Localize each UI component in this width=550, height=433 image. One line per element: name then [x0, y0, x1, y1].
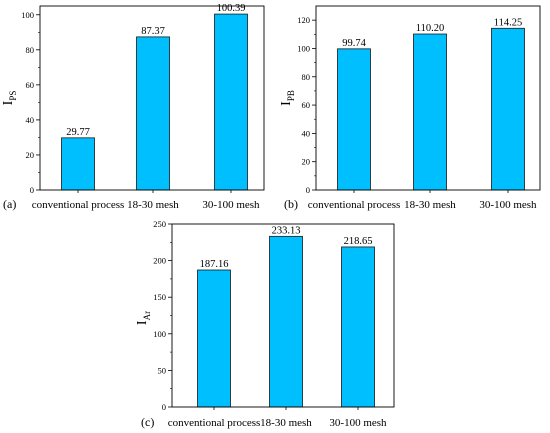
y-axis-label-subscript: Ar: [142, 311, 152, 321]
data-label: 29.77: [66, 127, 90, 138]
x-tick-label: 30-100 mesh: [202, 199, 260, 211]
y-tick-label: 0: [162, 402, 166, 412]
x-tick-label: 18-30 mesh: [127, 199, 179, 211]
y-tick-label: 20: [302, 157, 311, 167]
y-tick-label: 80: [302, 72, 311, 82]
y-tick-label: 0: [306, 185, 310, 195]
y-axis-label-subscript: PS: [8, 91, 18, 101]
bar: [491, 27, 525, 191]
data-label: 87.37: [141, 26, 165, 37]
x-tick-label: 30-100 mesh: [479, 199, 537, 211]
y-tick-label: 20: [26, 150, 35, 160]
plot-frame: [39, 5, 265, 191]
y-axis-label-main: I: [279, 101, 294, 106]
bar: [197, 269, 231, 408]
y-tick-label: 40: [26, 115, 35, 125]
panel-label: (b): [284, 197, 298, 211]
data-label: 110.20: [416, 23, 445, 34]
x-tick-label: 18-30 mesh: [404, 199, 456, 211]
x-tick-label: conventional process: [168, 417, 261, 429]
y-axis-label: IAr: [135, 311, 152, 325]
y-tick-label: 100: [21, 10, 34, 20]
y-axis-label: IPB: [279, 90, 296, 106]
panel-a: 29.77 conventional process 87.37 18-30 mesh…: [1, 3, 265, 211]
y-tick-label: 40: [302, 128, 311, 138]
x-tick-label: conventional process: [308, 199, 401, 211]
y-tick-label: 100: [297, 43, 310, 53]
y-tick-label: 80: [26, 45, 35, 55]
y-tick-label: 60: [302, 100, 311, 110]
y-tick-label: 150: [153, 292, 166, 302]
y-tick-label: 0: [30, 185, 34, 195]
y-axis-label-main: I: [135, 320, 150, 325]
y-tick-label: 120: [297, 15, 310, 25]
data-label: 233.13: [272, 225, 301, 236]
y-tick-label: 250: [153, 219, 166, 229]
bar: [341, 246, 375, 408]
y-tick-label: 60: [26, 80, 35, 90]
y-axis-label-subscript: PB: [286, 90, 296, 101]
plot-frame: [315, 5, 541, 191]
bar: [214, 13, 248, 191]
bar: [269, 235, 303, 408]
bar: [413, 33, 447, 191]
panel-c: 187.16 conventional process 233.13 18-30 me…: [135, 219, 395, 429]
data-label: 114.25: [494, 17, 523, 28]
y-tick-label: 100: [153, 329, 166, 339]
bar: [337, 48, 371, 191]
panel-b: 99.74 conventional process 110.20 18-30 mes…: [279, 5, 541, 211]
bar: [136, 36, 170, 191]
y-tick-label: 50: [158, 365, 167, 375]
y-tick-label: 200: [153, 256, 166, 266]
x-tick-label: conventional process: [32, 199, 125, 211]
data-label: 100.39: [217, 3, 246, 14]
panel-label: (a): [3, 197, 16, 211]
data-label: 218.65: [344, 236, 373, 247]
x-tick-label: 18-30 mesh: [260, 417, 312, 429]
panel-label: (c): [141, 415, 154, 429]
y-axis-label: IPS: [1, 91, 18, 106]
data-label: 187.16: [200, 259, 229, 270]
x-tick-label: 30-100 mesh: [329, 417, 387, 429]
bar: [61, 137, 95, 191]
data-label: 99.74: [342, 38, 366, 49]
y-axis-label-main: I: [1, 100, 16, 105]
